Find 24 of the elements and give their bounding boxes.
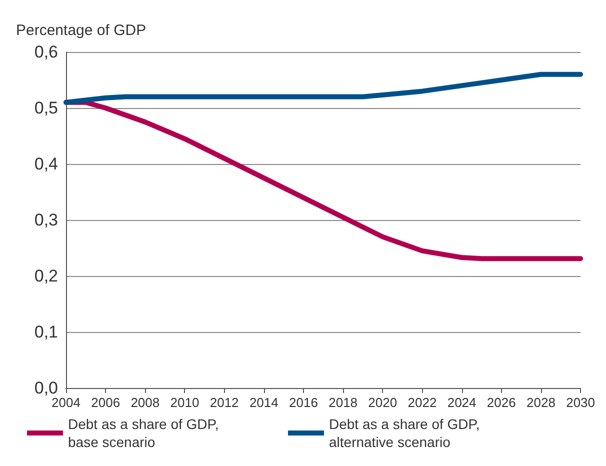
x-tick-label: 2010 [170,395,200,410]
x-tick-label: 2020 [368,395,398,410]
x-tick-label: 2026 [486,395,516,410]
x-tick-label: 2008 [130,395,160,410]
x-tick-label: 2024 [447,395,476,410]
x-tick-label: 2012 [210,395,239,410]
x-tick-label: 2030 [566,395,595,410]
legend-label: Debt as a share of GDP, alternative scenario [329,416,484,450]
legend-label: Debt as a share of GDP, base scenario [68,416,223,450]
x-tick-label: 2018 [328,395,358,410]
x-tick-label: 2004 [52,395,80,410]
y-tick-label: 0,5 [34,98,58,118]
y-axis-title: Percentage of GDP [16,22,146,39]
x-tick-label: 2022 [408,395,437,410]
y-tick-label: 0,0 [34,378,58,398]
y-tick-label: 0,1 [34,322,58,342]
y-tick-label: 0,3 [34,210,58,230]
x-tick-label: 2014 [249,395,278,410]
y-tick-label: 0,6 [34,42,58,62]
x-tick-label: 2016 [289,395,318,410]
y-tick-label: 0,4 [34,154,58,174]
y-tick-label: 0,2 [34,266,58,286]
x-tick-label: 2028 [526,395,556,410]
x-tick-label: 2006 [91,395,120,410]
